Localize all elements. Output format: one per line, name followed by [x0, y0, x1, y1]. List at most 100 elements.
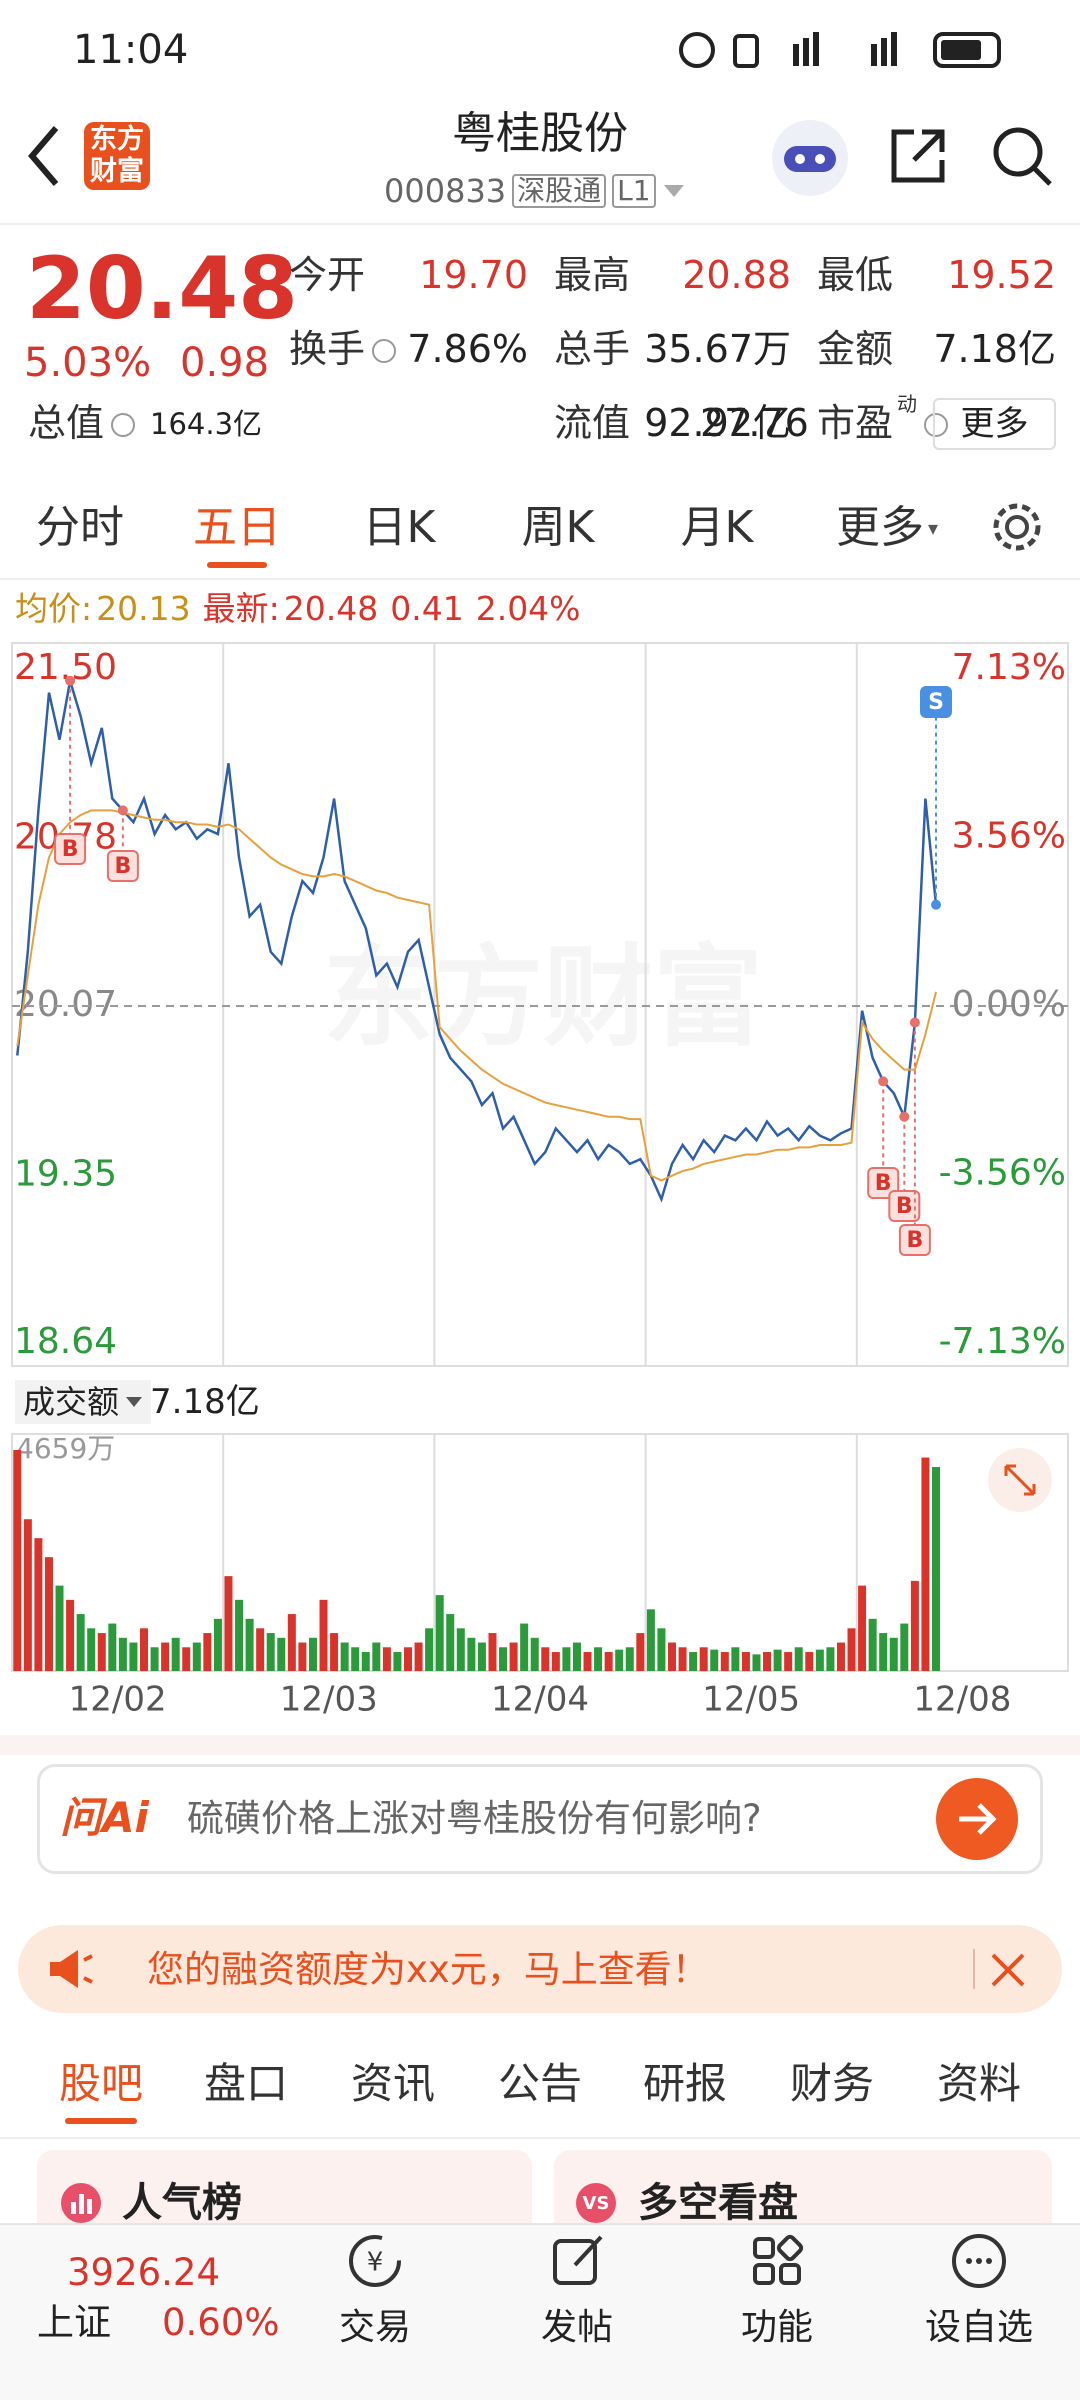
section-gap	[0, 1735, 1080, 1755]
card-title: 多空看盘	[638, 2180, 798, 2226]
close-button[interactable]	[990, 1952, 1026, 1988]
y2-tick-label: -3.56%	[939, 1152, 1066, 1193]
status-time: 11:04	[73, 27, 189, 73]
trade-point	[878, 1076, 889, 1087]
dropdown-icon	[126, 1397, 143, 1407]
volume-bar	[192, 1642, 201, 1671]
volume-bar	[932, 1467, 940, 1671]
nav-icon	[753, 2234, 804, 2285]
section-tab[interactable]: 股吧	[58, 2059, 143, 2108]
search-button[interactable]	[990, 124, 1054, 188]
volume-bar	[773, 1649, 782, 1671]
trade-badge	[106, 850, 139, 882]
index-value[interactable]: 3926.24	[67, 2251, 221, 2294]
volume-bar	[720, 1652, 729, 1671]
volume-bar	[741, 1652, 750, 1671]
more-button[interactable]: 更多	[933, 398, 1056, 450]
ai-box[interactable]	[37, 1764, 1043, 1874]
period-tab[interactable]: 分时	[36, 502, 124, 553]
nav-item[interactable]: 交易	[338, 2307, 411, 2348]
back-button[interactable]	[24, 124, 64, 188]
volume-bar	[456, 1628, 465, 1671]
app-logo: 东方财富	[84, 122, 150, 190]
volume-bar	[541, 1647, 550, 1671]
volume-bar	[488, 1633, 497, 1671]
volume-bar	[213, 1618, 222, 1671]
ai-question: 硫磺价格上涨对粤桂股份有何影响?	[187, 1797, 762, 1840]
volume-bar	[224, 1576, 233, 1671]
volume-bar	[435, 1595, 444, 1671]
nav-icon	[952, 2234, 1006, 2288]
price-line	[16, 680, 938, 1203]
volume-bar	[150, 1647, 159, 1671]
info-icon[interactable]	[110, 412, 136, 438]
field-label: 流值	[554, 401, 631, 445]
info-icon[interactable]	[371, 338, 397, 364]
share-button[interactable]	[888, 126, 948, 186]
info-icon[interactable]	[923, 412, 949, 438]
volume-bar	[266, 1633, 275, 1671]
section-tab[interactable]: 资料	[936, 2059, 1021, 2108]
volume-bar	[393, 1652, 402, 1671]
field-label: 市盈	[817, 401, 894, 445]
volume-bar	[678, 1647, 687, 1671]
section-tab[interactable]: 公告	[497, 2059, 582, 2108]
volume-bar	[76, 1614, 85, 1671]
volume-bar	[319, 1599, 328, 1671]
settings-button[interactable]	[990, 500, 1044, 554]
volume-bar	[668, 1642, 676, 1671]
volume-bar	[551, 1652, 560, 1671]
volume-bar	[425, 1628, 434, 1671]
ai-go-button[interactable]	[935, 1777, 1019, 1861]
period-tab[interactable]: 更多	[836, 502, 924, 553]
volume-bar	[562, 1647, 571, 1671]
volume-bar	[298, 1642, 307, 1671]
volume-bar	[140, 1628, 148, 1671]
volume-bar	[594, 1647, 603, 1671]
volume-bar	[879, 1633, 888, 1671]
x-tick-label: 12/05	[702, 1680, 800, 1720]
volume-bar	[509, 1642, 518, 1671]
period-tab[interactable]: 五日	[193, 502, 281, 553]
volume-bar	[277, 1637, 286, 1671]
trade-badge	[898, 1224, 931, 1256]
section-tab[interactable]: 财务	[789, 2059, 874, 2108]
volume-selector[interactable]: 成交额	[15, 1380, 152, 1424]
volume-bar	[330, 1633, 339, 1671]
volume-bar	[805, 1652, 814, 1671]
dropdown-icon	[663, 185, 684, 197]
last-change: 0.41	[390, 589, 464, 628]
assistant-avatar[interactable]	[768, 116, 852, 200]
field-label: 换手	[289, 327, 366, 371]
trade-label: B	[114, 854, 131, 879]
volume-bar	[245, 1618, 254, 1671]
volume-bar	[287, 1614, 296, 1671]
period-tab[interactable]: 周K	[521, 502, 595, 553]
trade-point	[65, 675, 76, 686]
y-tick-label: 20.07	[14, 984, 117, 1025]
expand-button[interactable]	[986, 1446, 1054, 1514]
speaker-icon	[50, 1950, 93, 1988]
trade-badge	[920, 686, 952, 718]
last-price: 20.48	[26, 239, 299, 339]
field-value: 27.76	[700, 401, 809, 445]
volume-bar	[13, 1450, 22, 1671]
nav-item[interactable]: 设自选	[924, 2307, 1033, 2348]
volume-bar	[414, 1642, 423, 1671]
stock-level: L1	[612, 174, 656, 208]
section-tab[interactable]: 研报	[642, 2059, 727, 2108]
finance-banner[interactable]	[18, 1925, 1062, 2013]
nav-item[interactable]: 发帖	[540, 2307, 613, 2348]
field-value: 19.52	[947, 253, 1056, 297]
stock-tag: 深股通	[512, 174, 607, 208]
volume-bar	[404, 1647, 412, 1671]
section-tab[interactable]: 盘口	[203, 2059, 288, 2108]
period-tab[interactable]: 日K	[362, 502, 436, 553]
period-tab[interactable]: 月K	[680, 502, 754, 553]
section-tab[interactable]: 资讯	[350, 2059, 435, 2108]
volume-bar	[66, 1599, 75, 1671]
volume-bar	[794, 1647, 803, 1671]
nav-item[interactable]: 功能	[740, 2307, 813, 2348]
volume-bar	[530, 1637, 539, 1671]
